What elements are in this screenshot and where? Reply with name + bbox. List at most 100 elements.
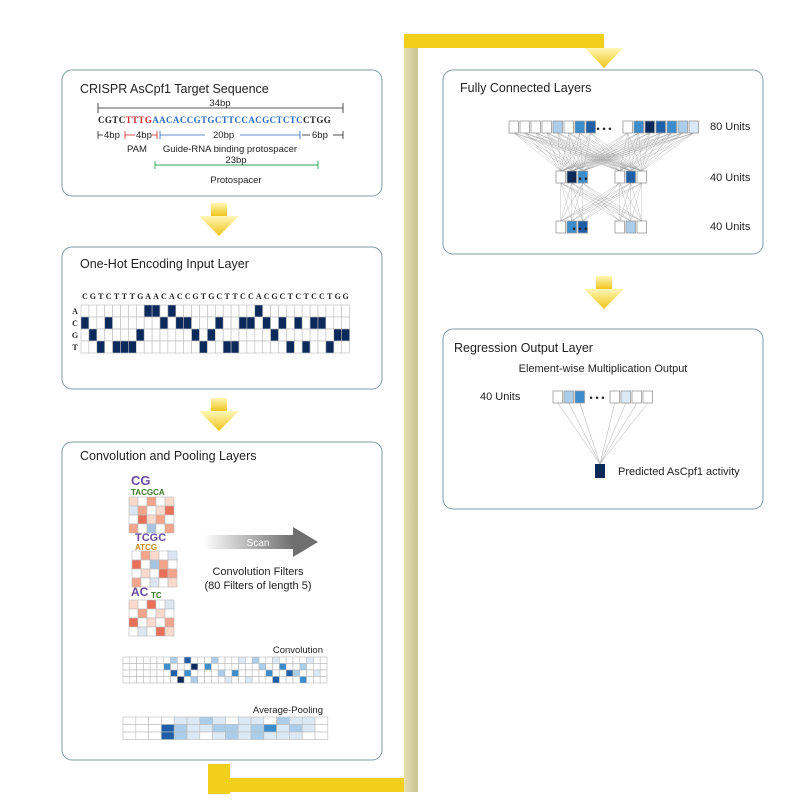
filter-2: TCGC ATCG [131, 532, 178, 588]
onehot-header-letter: C [216, 292, 222, 301]
fc-unit [508, 120, 519, 134]
heatmap-cell [285, 676, 294, 684]
onehot-cell [270, 340, 279, 354]
onehot-cell [159, 316, 169, 330]
heatmap-cell [292, 676, 301, 684]
fc-layer-80 [508, 120, 699, 134]
onehot-header-letter: C [264, 292, 270, 301]
fc-unit [555, 170, 566, 184]
heatmap-cell [251, 676, 260, 684]
onehot-cell [80, 328, 90, 342]
heatmap-cell [143, 663, 151, 671]
onehot-cell [88, 316, 98, 330]
heatmap-cell [313, 676, 321, 684]
filter-cell [128, 599, 139, 610]
onehot-cell [325, 304, 335, 318]
filter-cell [155, 617, 166, 628]
heatmap-cell [217, 656, 226, 664]
heatmap-cell [263, 724, 277, 733]
heatmap-cell [289, 731, 303, 740]
onehot-cell [317, 328, 327, 342]
regression-layer [552, 390, 653, 404]
onehot-cell [199, 304, 208, 318]
seq-guide: AACACCGTGCTTCCACGCTCTC [152, 115, 303, 125]
fc-unit [655, 120, 666, 134]
onehot-cell [143, 316, 153, 330]
heatmap-cell [258, 656, 267, 664]
onehot-cell [317, 304, 327, 318]
onehot-cell [325, 340, 335, 354]
heatmap-cell [136, 656, 144, 664]
onehot-cell [333, 340, 342, 354]
heatmap-cell [306, 656, 314, 664]
heatmap-cell [163, 656, 171, 664]
onehot-cell [341, 340, 350, 354]
filter-cell [137, 626, 148, 637]
heatmap-cell [276, 724, 290, 733]
heatmap-cell [258, 669, 267, 677]
heatmap-cell [204, 656, 212, 664]
heatmap-cell [129, 669, 137, 677]
heatmap-cell [143, 656, 151, 664]
heatmap-cell [129, 663, 137, 671]
heatmap-cell [231, 656, 239, 664]
filter-3: AC TC [128, 585, 175, 637]
onehot-header-letter: C [311, 292, 317, 301]
convolution-panel-title: Convolution and Pooling Layers [80, 449, 257, 463]
fc-unit [566, 170, 577, 184]
regression-unit [574, 390, 585, 404]
heatmap-cell [265, 656, 273, 664]
onehot-cell [159, 340, 169, 354]
fc-unit [541, 120, 552, 134]
onehot-cell [136, 316, 145, 330]
onehot-cell [207, 316, 216, 330]
heatmap-cell [190, 663, 199, 671]
filter-cell [167, 550, 178, 561]
total-length-bar: 34bp [97, 98, 344, 113]
onehot-cell [254, 340, 264, 354]
onehot-cell [317, 316, 327, 330]
seq-pam: TTTG [126, 115, 153, 125]
onehot-row-label: A [72, 307, 78, 316]
onehot-cell [238, 316, 248, 330]
onehot-cell [301, 328, 311, 342]
heatmap-cell [276, 716, 290, 725]
heatmap-cell [238, 656, 246, 664]
filter-cell [158, 550, 169, 561]
onehot-cell [191, 316, 200, 330]
heatmap-cell [301, 724, 316, 733]
heatmap-cell [122, 669, 131, 677]
onehot-cell [136, 340, 145, 354]
heatmap-cell [156, 676, 165, 684]
convolution-panel: Convolution and Pooling Layers CG TACGCA… [61, 441, 383, 761]
onehot-cell [128, 304, 137, 318]
heatmap-cell [272, 669, 280, 677]
scan-label: Scan [247, 538, 270, 549]
fc-unit [563, 120, 574, 134]
heatmap-cell [199, 724, 213, 733]
heatmap-cell [224, 663, 233, 671]
onehot-cell [325, 328, 335, 342]
onehot-cell [286, 316, 295, 330]
onehot-cell [301, 304, 311, 318]
fc-unit [677, 120, 688, 134]
onehot-cell [207, 340, 216, 354]
heatmap-cell [237, 724, 252, 733]
heatmap-cell [217, 669, 226, 677]
heatmap-cell [313, 663, 321, 671]
onehot-cell [230, 340, 240, 354]
pooling-map [122, 716, 329, 740]
onehot-header-letter: G [137, 292, 143, 301]
onehot-cell [159, 304, 169, 318]
scan-arrow: Scan [203, 527, 318, 557]
fc-unit [574, 120, 585, 134]
onehot-cell [293, 328, 303, 342]
fc-unit [530, 120, 541, 134]
onehot-cell [120, 340, 129, 354]
heatmap-cell [163, 676, 171, 684]
filter-cell [149, 559, 160, 570]
heatmap-cell [225, 724, 239, 733]
onehot-cell [293, 304, 303, 318]
heatmap-cell [211, 663, 219, 671]
